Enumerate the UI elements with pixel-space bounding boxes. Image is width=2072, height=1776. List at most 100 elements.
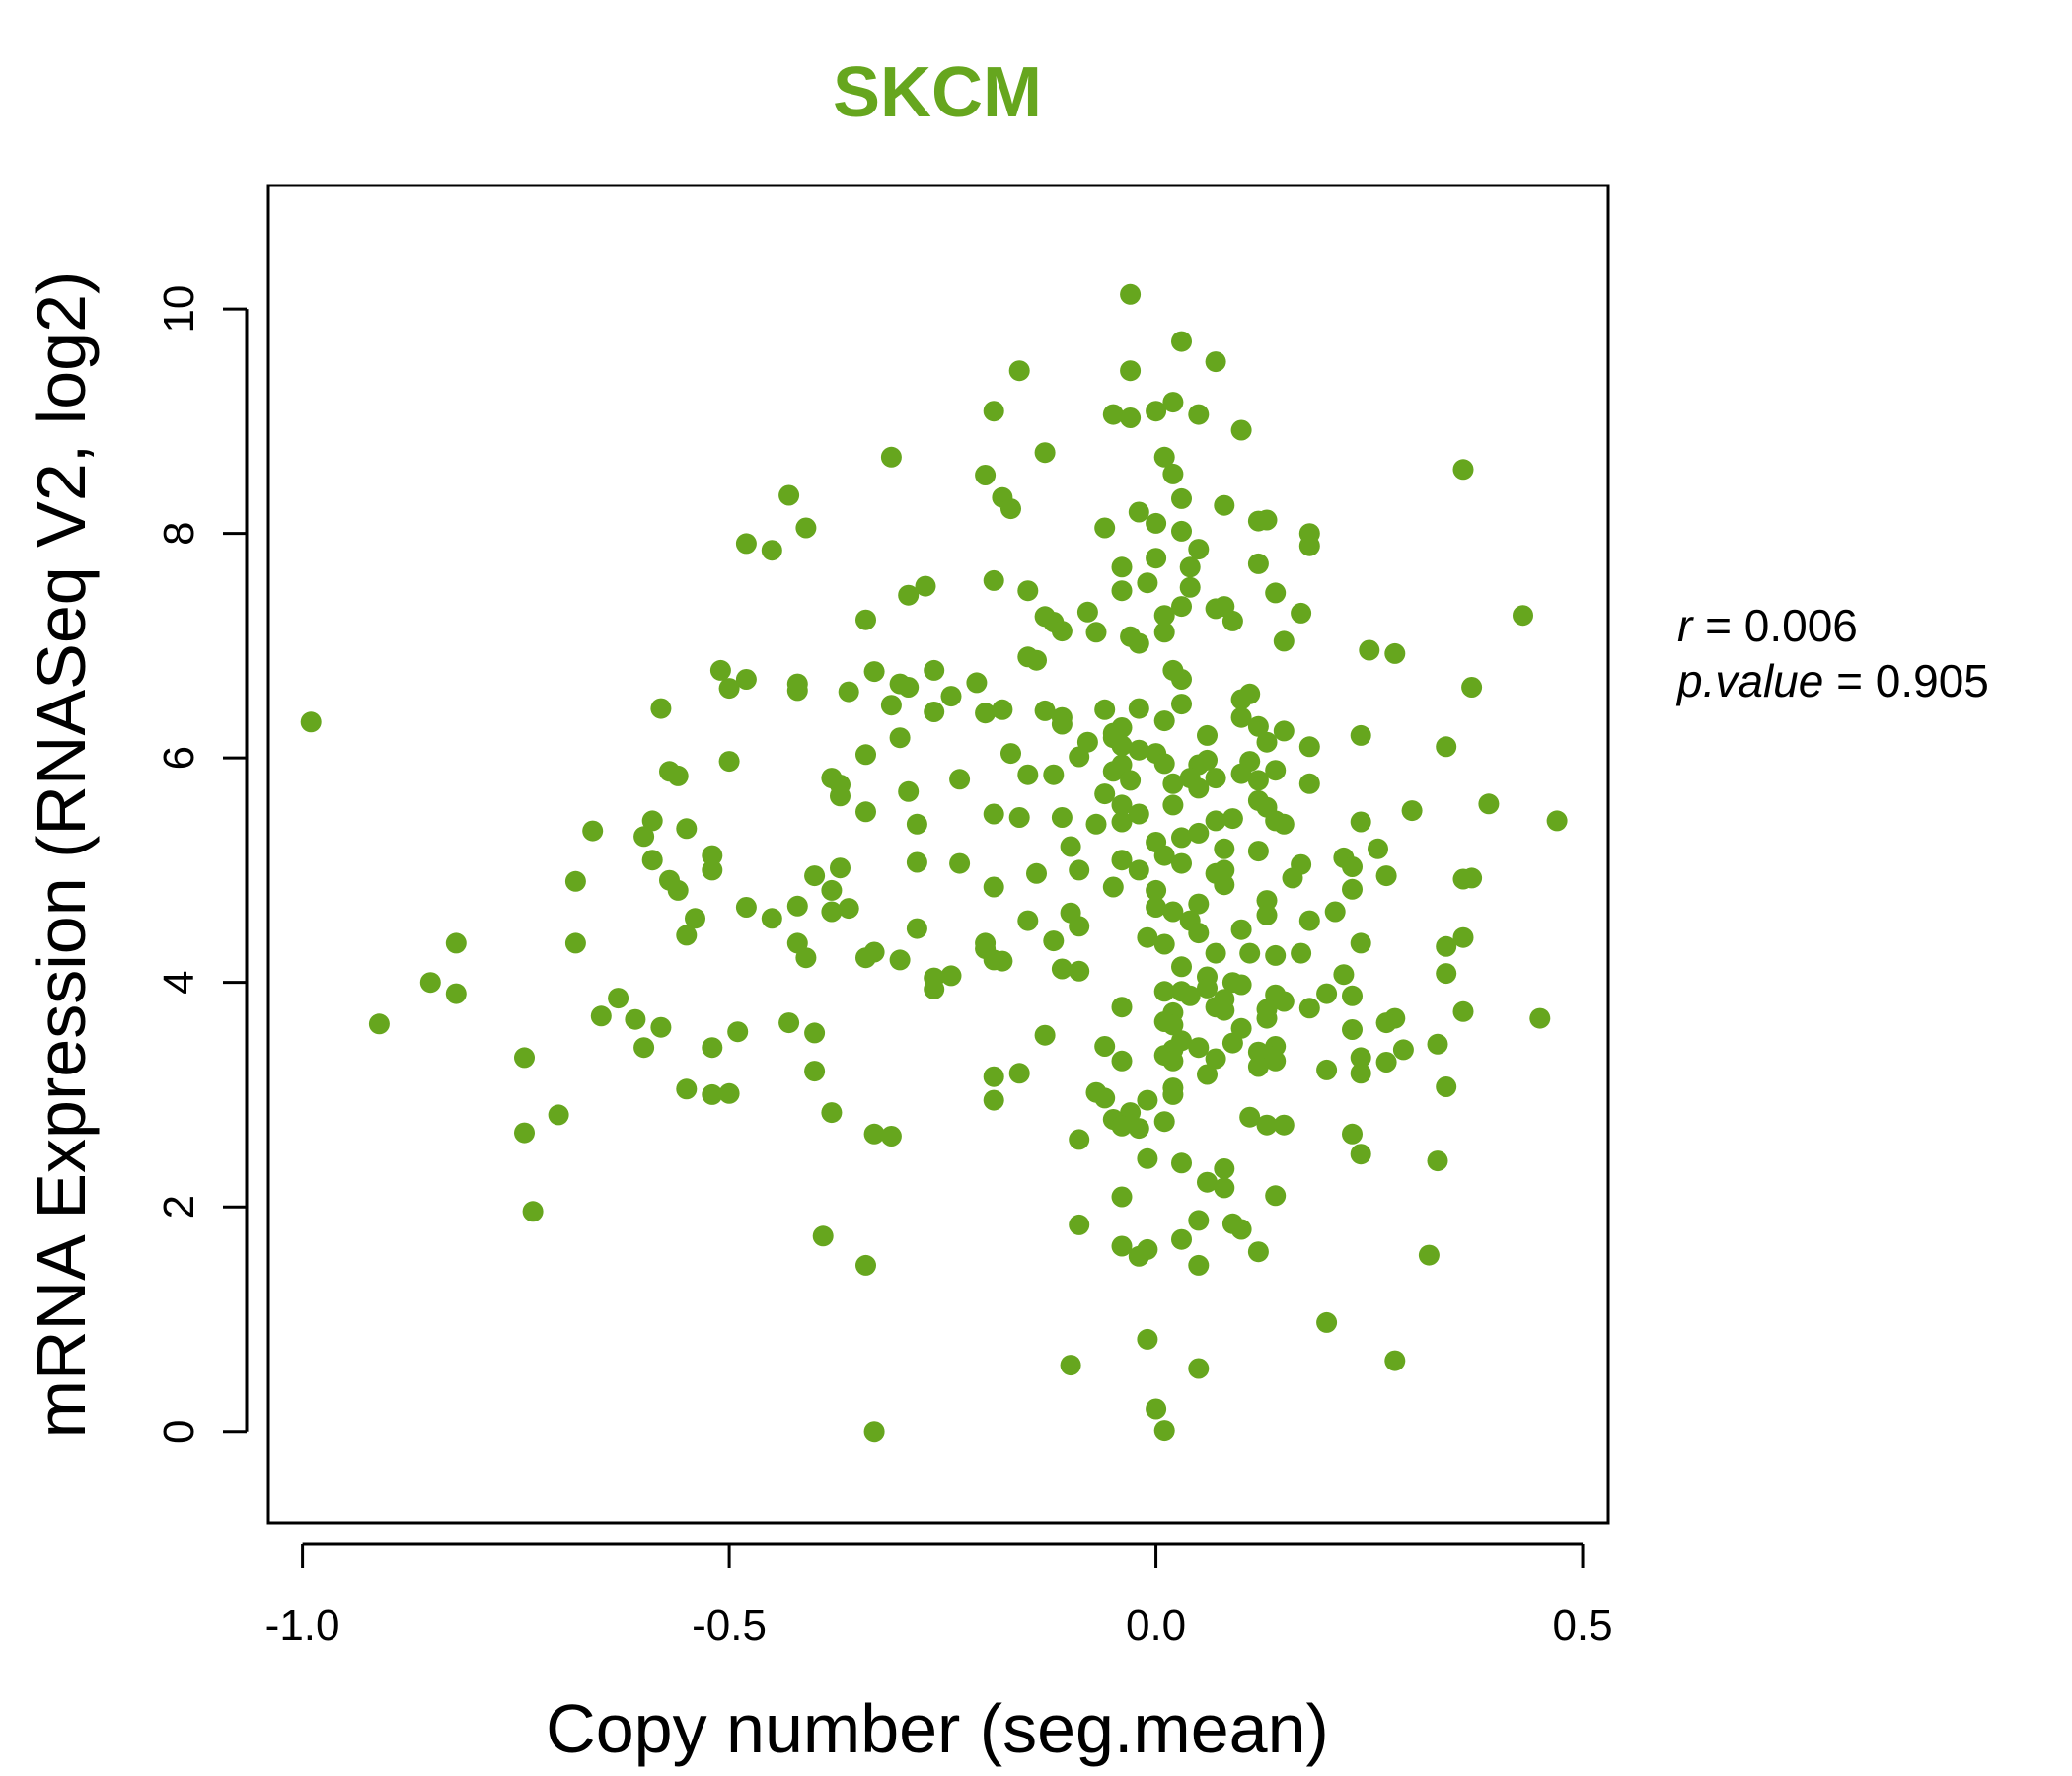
x-tick-label: -0.5 (692, 1601, 767, 1650)
data-point (1273, 630, 1295, 652)
data-point (1128, 1245, 1149, 1267)
data-point (1188, 923, 1210, 944)
data-point (522, 1201, 544, 1222)
data-point (1153, 845, 1175, 866)
y-tick-label: 8 (155, 521, 203, 545)
data-point (1026, 649, 1047, 671)
data-point (1197, 724, 1218, 746)
data-point (590, 1005, 612, 1027)
data-point (1265, 1050, 1287, 1072)
data-point (1452, 868, 1474, 890)
data-point (1324, 901, 1346, 923)
data-point (1162, 392, 1184, 413)
data-point (709, 659, 731, 681)
data-point (1171, 520, 1192, 542)
data-point (1171, 827, 1192, 849)
data-point (1375, 1012, 1397, 1034)
r-label: r (1677, 600, 1694, 651)
data-point (1069, 859, 1090, 881)
data-point (702, 859, 723, 881)
data-point (906, 813, 927, 835)
data-point (1034, 442, 1056, 464)
data-point (1392, 1039, 1414, 1061)
data-point (1111, 580, 1133, 602)
data-point (685, 908, 705, 929)
data-point (983, 1066, 1004, 1087)
data-point (863, 661, 885, 683)
data-point (992, 950, 1013, 972)
data-point (1128, 632, 1149, 654)
data-point (1247, 553, 1269, 574)
data-point (1239, 942, 1261, 964)
data-point (1188, 777, 1210, 799)
data-point (804, 1061, 826, 1082)
data-point (1247, 1056, 1269, 1077)
data-point (1000, 498, 1021, 520)
data-point (898, 677, 920, 698)
data-point (1350, 1047, 1371, 1069)
data-point (1247, 1241, 1269, 1263)
data-point (676, 1078, 698, 1100)
data-point (1342, 856, 1363, 877)
data-point (1265, 582, 1287, 604)
data-point (1188, 1210, 1210, 1231)
data-point (1256, 1114, 1278, 1136)
data-point (1162, 1014, 1184, 1036)
data-point (1060, 836, 1081, 857)
data-point (1162, 773, 1184, 794)
data-point (838, 898, 859, 920)
x-axis: -1.0 -0.5 0.0 0.5 (265, 1542, 1613, 1650)
y-axis-label: mRNA Expression (RNASeq V2, log2) (23, 271, 100, 1439)
data-point (1291, 602, 1312, 624)
data-point (564, 932, 586, 954)
data-point (582, 820, 604, 842)
data-point (702, 1037, 723, 1059)
data-point (1137, 1328, 1158, 1350)
data-point (975, 465, 997, 485)
data-point (1111, 997, 1133, 1018)
data-point (1051, 958, 1073, 980)
data-point (940, 965, 962, 987)
data-point (1247, 715, 1269, 737)
data-point (1205, 768, 1226, 789)
data-point (924, 659, 945, 681)
data-point (975, 703, 997, 724)
data-point (1401, 800, 1423, 822)
data-point (1342, 878, 1363, 900)
data-point (1436, 963, 1457, 985)
data-point (1452, 926, 1474, 948)
data-point (1008, 807, 1030, 828)
x-tick-label: 0.0 (1126, 1601, 1186, 1650)
data-point (821, 901, 843, 923)
data-point (1316, 1311, 1338, 1333)
data-point (889, 949, 911, 971)
data-point (983, 803, 1004, 825)
data-point (445, 932, 467, 954)
data-point (1111, 1186, 1133, 1208)
data-point (1111, 794, 1133, 816)
p-value: 0.905 (1876, 655, 1989, 706)
data-point (1111, 1050, 1133, 1072)
data-point (1273, 720, 1295, 742)
data-point (1146, 548, 1167, 569)
data-point (830, 857, 851, 879)
data-point (1094, 1036, 1116, 1057)
data-point (514, 1047, 535, 1069)
data-point (1221, 808, 1243, 830)
data-point (1034, 1024, 1056, 1046)
data-point (1179, 576, 1201, 598)
data-point (1197, 1171, 1218, 1193)
data-point (419, 972, 441, 994)
p-equals: = (1823, 655, 1875, 706)
data-point (1171, 852, 1192, 874)
data-point (1230, 919, 1252, 940)
data-point (1478, 793, 1500, 815)
data-point (812, 1225, 834, 1247)
data-point (641, 810, 663, 832)
data-point (1162, 1083, 1184, 1105)
data-point (1146, 512, 1167, 534)
data-point (906, 851, 927, 873)
data-point (1342, 1019, 1363, 1040)
data-point (1153, 605, 1175, 627)
data-point (1137, 572, 1158, 594)
